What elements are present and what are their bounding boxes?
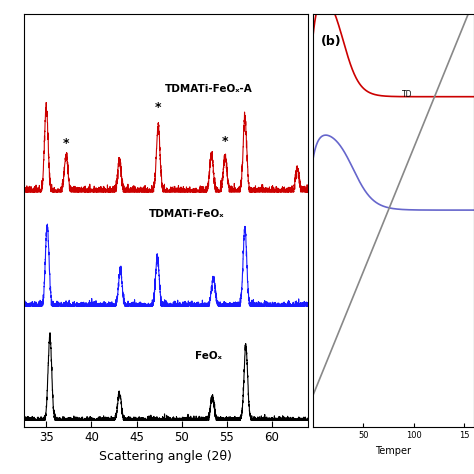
Text: TD: TD: [401, 90, 412, 99]
Text: (b): (b): [321, 35, 342, 48]
Text: *: *: [63, 137, 69, 150]
Text: TDMATi-FeOₓ-A: TDMATi-FeOₓ-A: [165, 84, 253, 94]
Text: TDMATi-FeOₓ: TDMATi-FeOₓ: [148, 209, 224, 219]
X-axis label: Temper: Temper: [375, 446, 411, 456]
Text: *: *: [155, 101, 162, 114]
Text: FeOₓ: FeOₓ: [195, 351, 222, 361]
Text: *: *: [222, 135, 228, 148]
X-axis label: Scattering angle (2θ): Scattering angle (2θ): [100, 450, 232, 463]
